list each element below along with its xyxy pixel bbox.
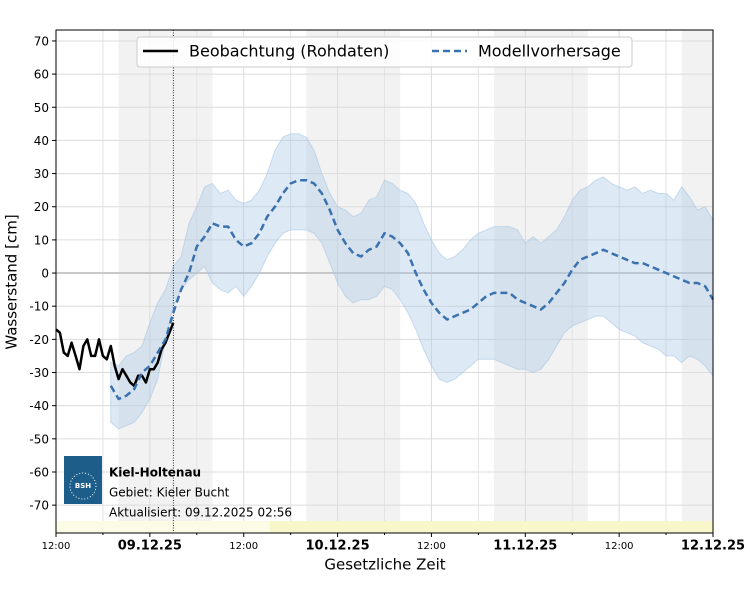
station-name: Kiel-Holtenau [109,466,201,480]
logo-text: BSH [75,482,91,490]
y-tick-label: -30 [29,366,49,380]
y-tick-label: 30 [34,167,49,181]
logo-ring [69,472,97,500]
x-axis-label: Gesetzliche Zeit [324,556,445,574]
x-tick-label: 09.12.25 [118,539,182,554]
y-tick-label: -70 [29,499,49,513]
y-tick-label: 50 [34,101,49,115]
x-tick-label: 12:00 [417,541,446,552]
y-tick-label: -50 [29,432,49,446]
night-band [118,30,213,533]
y-tick-label: -20 [29,333,49,347]
legend-box [136,36,633,68]
y-tick-label: 10 [34,233,49,247]
x-tick-label: 11.12.25 [493,539,557,554]
y-tick-label: -60 [29,465,49,479]
x-tick-label: 12.12.25 [681,539,745,554]
logo [64,456,102,504]
update-time: Aktualisiert: 09.12.2025 02:56 [109,506,292,520]
bottom-band-light [56,521,270,533]
series-line [109,178,715,401]
y-axis-label: Wasserstand [cm] [3,214,21,349]
x-tick-label: 10.12.25 [305,539,369,554]
info-box: BSH Kiel-Holtenau Gebiet: Kieler Bucht A… [64,456,292,520]
x-tick-label: 12:00 [605,541,634,552]
y-tick-label: -40 [29,399,49,413]
y-tick-label: -10 [29,300,49,314]
bottom-band [270,521,713,533]
x-tick-label: 12:00 [229,541,258,552]
y-tick-label: 60 [34,68,49,82]
legend: Beobachtung (Rohdaten) Modellvorhersage [136,36,633,68]
legend-label: Beobachtung (Rohdaten) [189,42,389,61]
series-line [55,322,175,388]
x-tick-label: 12:00 [42,541,71,552]
area-name: Gebiet: Kieler Bucht [109,486,230,500]
y-tick-label: 70 [34,34,49,48]
legend-label: Modellvorhersage [478,42,621,61]
y-tick-label: 40 [34,134,49,148]
y-tick-label: 0 [41,267,49,281]
y-tick-label: 20 [34,200,49,214]
